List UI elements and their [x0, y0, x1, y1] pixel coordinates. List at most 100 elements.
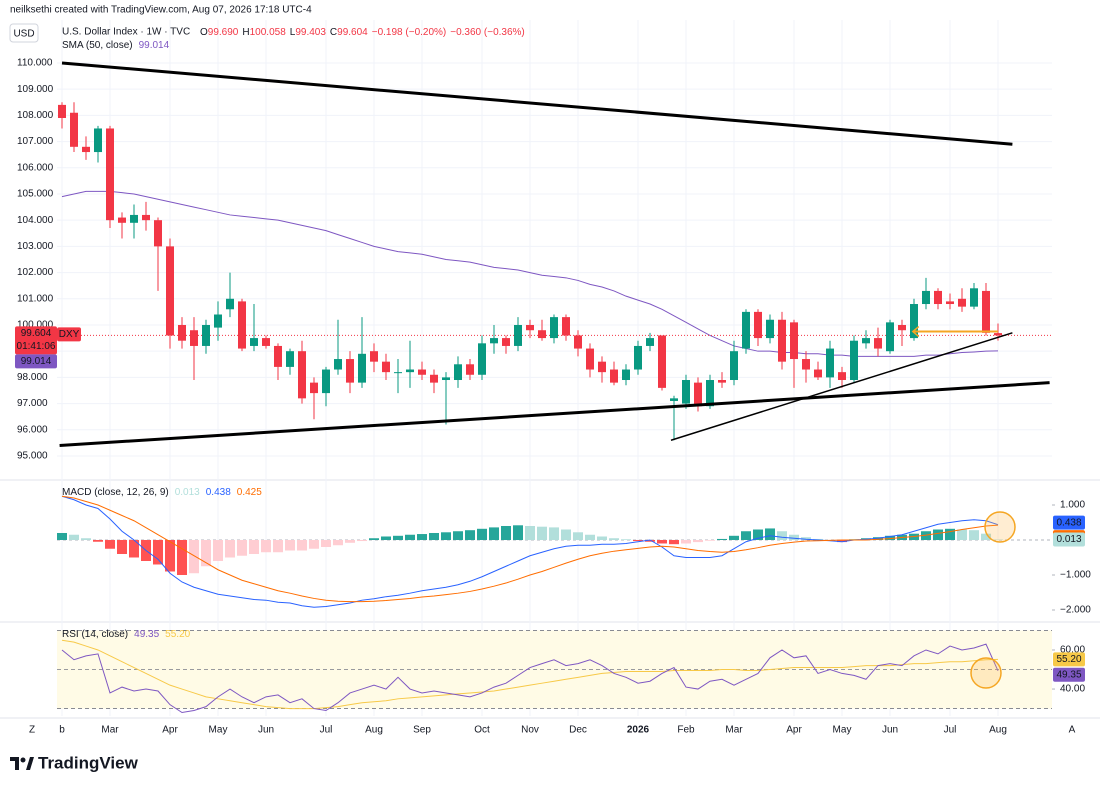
candle-body	[946, 301, 954, 305]
signal-line	[61, 495, 999, 603]
histogram-bar	[705, 539, 715, 541]
rsi-tag-box	[1053, 667, 1085, 682]
histogram-bar	[981, 533, 991, 540]
candle-body	[130, 214, 138, 223]
candle-body	[514, 324, 522, 346]
candle-body	[274, 345, 282, 367]
histogram-bar	[69, 534, 79, 540]
histogram-bar	[225, 539, 235, 558]
histogram-bar	[393, 535, 403, 540]
candle-body	[958, 298, 966, 307]
histogram-bar	[81, 538, 91, 540]
histogram-bar	[453, 531, 463, 540]
candle-body	[694, 382, 702, 407]
histogram-bar	[765, 528, 775, 540]
histogram-bar	[549, 527, 559, 540]
chart-title: U.S. Dollar Index · 1W · TVC	[62, 27, 190, 38]
histogram-bar	[405, 534, 415, 540]
y-tick-label: −1.000	[1060, 570, 1091, 581]
candle-body	[862, 338, 870, 344]
ma-tag-box	[1053, 652, 1085, 667]
candle-body	[142, 214, 150, 221]
legend-title: RSI (14, close)	[62, 629, 128, 640]
legend-value: 99.604	[337, 27, 368, 38]
candle-body	[730, 351, 738, 381]
x-tick-label: 2026	[627, 725, 650, 736]
x-tick-label: Feb	[677, 725, 695, 736]
sma-line	[61, 190, 999, 357]
footer-logo-icon	[10, 757, 34, 770]
y-tick-label: −2.000	[1060, 605, 1091, 616]
x-tick-label: Jun	[882, 725, 898, 736]
x-tick-label: May	[209, 725, 228, 736]
candle-body	[166, 246, 174, 336]
candle-body	[454, 364, 462, 381]
candle-body	[226, 298, 234, 310]
legend-value: 99.014	[139, 40, 170, 51]
histogram-bar	[657, 539, 667, 544]
candle-body	[502, 338, 510, 346]
histogram-bar	[321, 539, 331, 547]
histogram-bar	[369, 538, 379, 540]
y-tick-label: 95.000	[17, 451, 48, 462]
legend-value: 0.425	[237, 487, 262, 498]
candle-body	[370, 351, 378, 362]
corner-button[interactable]: Z	[29, 725, 35, 736]
histogram-bar	[537, 526, 547, 540]
currency-button[interactable]	[9, 23, 39, 43]
candle-body	[838, 372, 846, 381]
histogram-bar	[333, 539, 343, 546]
histogram-bar	[525, 525, 535, 540]
candle-body	[418, 369, 426, 375]
legend-value: 55.20	[165, 629, 190, 640]
histogram-bar	[681, 539, 691, 544]
y-tick-label: 98.000	[17, 372, 48, 383]
histogram-bar	[789, 534, 799, 540]
corner-button[interactable]: A	[1069, 725, 1076, 736]
histogram-bar	[885, 535, 895, 540]
candle-body	[286, 351, 294, 367]
x-tick-label: Oct	[474, 725, 490, 736]
histogram-bar	[633, 539, 643, 542]
histogram-bar	[465, 530, 475, 540]
histogram-tag-box	[1053, 532, 1085, 547]
histogram-bar	[837, 539, 847, 543]
legend-name: SMA (50, close)	[62, 40, 133, 51]
currency-label[interactable]: USD	[13, 29, 34, 40]
y-tick-label: 101.000	[17, 293, 54, 304]
y-tick-label: 108.000	[17, 110, 54, 121]
sma-tag-box	[15, 354, 57, 369]
candle-body	[634, 345, 642, 370]
candle-body	[574, 335, 582, 349]
candle-body	[94, 128, 102, 153]
candle-body	[238, 301, 246, 349]
candle-body	[778, 319, 786, 362]
histogram-bar	[585, 534, 595, 540]
histogram-bar	[945, 528, 955, 540]
y-tick-label: 109.000	[17, 84, 54, 95]
candle-body	[994, 333, 1002, 336]
histogram-bar	[669, 539, 679, 545]
histogram-bar	[501, 525, 511, 540]
candle-body	[106, 128, 114, 221]
legend-value: 99.690	[208, 27, 239, 38]
legend-change: −0.198 (−0.20%)	[372, 27, 447, 38]
candle-body	[742, 311, 750, 349]
x-tick-label: May	[833, 725, 852, 736]
x-tick-label: Sep	[413, 725, 431, 736]
x-tick-label: Jul	[944, 725, 957, 736]
histogram-bar	[957, 529, 967, 540]
legend-value: 0.013	[175, 487, 200, 498]
legend-value: 100.058	[250, 27, 287, 38]
candle-body	[430, 374, 438, 383]
macd-tag: 0.438	[1056, 517, 1081, 528]
x-tick-label: Mar	[725, 725, 743, 736]
histogram-bar	[441, 532, 451, 540]
candle-body	[874, 338, 882, 349]
x-tick-label: Mar	[101, 725, 119, 736]
candle-body	[934, 290, 942, 305]
candle-body	[814, 369, 822, 378]
histogram-bar	[153, 539, 163, 565]
histogram-bar	[189, 539, 199, 574]
histogram-bar	[357, 539, 367, 542]
